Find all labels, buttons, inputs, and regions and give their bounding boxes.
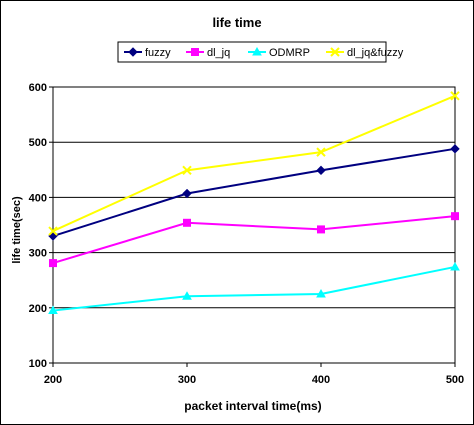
data-point-dl-jq	[49, 259, 57, 268]
data-point-fuzzy	[182, 188, 192, 199]
legend-marker-fuzzy	[128, 47, 138, 57]
x-axis-label: packet interval time(ms)	[184, 399, 321, 413]
y-axis-label: life time(sec)	[11, 196, 23, 264]
data-point-dl-jq	[451, 212, 459, 221]
data-point-fuzzy	[316, 165, 326, 176]
plot-background	[52, 86, 456, 364]
data-point-dl-jq-fuzzy	[450, 91, 460, 101]
x-tick-label: 300	[178, 374, 196, 386]
series-line-dl-jq	[52, 215, 456, 265]
y-tick-label: 400	[29, 192, 47, 204]
data-point-odmrp	[48, 305, 58, 315]
y-tick-label: 500	[29, 137, 47, 149]
legend-marker-dl-jq	[191, 48, 199, 56]
x-tick-label: 200	[44, 374, 62, 386]
y-tick-label: 300	[29, 248, 47, 260]
data-point-dl-jq-fuzzy	[182, 165, 192, 176]
x-marker-stroke	[182, 165, 192, 176]
data-point-odmrp	[450, 261, 460, 271]
series-line-dl-jq-fuzzy	[52, 94, 456, 232]
series-line-odmrp	[52, 265, 456, 312]
y-tick-label: 200	[29, 303, 47, 315]
x-marker-stroke	[316, 147, 326, 157]
data-point-dl-jq	[317, 225, 325, 234]
legend: fuzzy dl_jq ODMRP dl_jq&fuzzy	[117, 41, 404, 63]
y-tick-label: 600	[29, 82, 47, 94]
x-tick-label: 400	[312, 374, 330, 386]
chart-title: life time	[212, 15, 261, 30]
x-marker-stroke	[48, 226, 58, 236]
legend-label-fuzzy: fuzzy	[145, 47, 171, 59]
y-tick-label: 100	[29, 358, 47, 370]
legend-label-dl-jq-fuzzy: dl_jq&fuzzy	[347, 47, 404, 59]
data-point-dl-jq-fuzzy	[48, 226, 58, 236]
data-point-dl-jq	[183, 218, 191, 227]
series-line-fuzzy	[52, 147, 456, 237]
legend-label-dl-jq: dl_jq	[207, 47, 230, 59]
data-point-odmrp	[182, 291, 192, 300]
legend-marker-dl-jq-fuzzy	[330, 47, 340, 57]
x-marker-stroke	[330, 47, 340, 57]
x-tick-label: 500	[446, 374, 464, 386]
plot-area: 100 200 300 400 500 600 200 300 400 500	[29, 82, 465, 386]
data-point-odmrp	[316, 288, 326, 298]
data-point-fuzzy	[450, 144, 460, 154]
data-point-dl-jq-fuzzy	[316, 147, 326, 157]
legend-label-odmrp: ODMRP	[269, 47, 310, 59]
legend-marker-odmrp	[252, 46, 262, 56]
x-marker-stroke	[450, 91, 460, 101]
